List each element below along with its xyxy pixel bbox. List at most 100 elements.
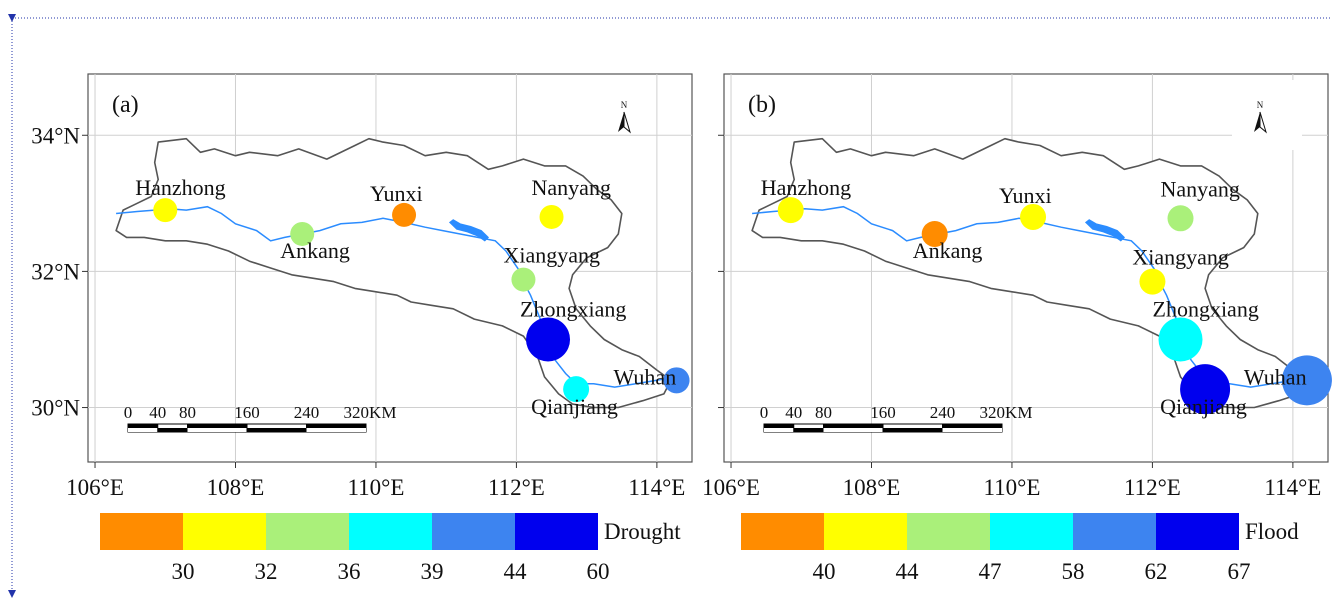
- scale-bar-label: 240: [930, 403, 956, 422]
- station-label: Wuhan: [614, 364, 677, 389]
- scale-bar-segment-lower: [157, 428, 188, 432]
- station-marker: [921, 220, 948, 247]
- legend-break-label: 30: [172, 559, 195, 584]
- lon-tick-label: 108°E: [207, 475, 265, 500]
- station-marker: [290, 221, 315, 246]
- station-label: Hanzhong: [135, 175, 225, 200]
- lon-tick-label: 114°E: [628, 475, 685, 500]
- scale-bar-segment-lower: [128, 428, 158, 432]
- legend-break-label: 32: [255, 559, 278, 584]
- reservoir: [1084, 219, 1126, 242]
- scale-bar-label: 40: [149, 403, 166, 422]
- station-marker: [1139, 268, 1166, 295]
- scale-bar-segment-lower: [247, 428, 307, 432]
- legend-title: Flood: [1245, 519, 1299, 544]
- lon-tick-label: 114°E: [1264, 475, 1321, 500]
- station-label: Qianjiang: [1160, 394, 1247, 419]
- station-marker: [563, 376, 590, 403]
- legend-swatch: [741, 513, 824, 550]
- scale-bar-label: 40: [785, 403, 802, 422]
- station-marker: [663, 367, 690, 394]
- station-label: Hanzhong: [761, 175, 851, 200]
- scale-bar-label: 0: [124, 403, 133, 422]
- station-label: Wuhan: [1244, 364, 1307, 389]
- lon-tick-label: 110°E: [348, 475, 405, 500]
- station-marker: [1158, 317, 1203, 362]
- station-label: Ankang: [913, 238, 983, 263]
- legend-swatch: [1073, 513, 1156, 550]
- legend-swatch: [432, 513, 515, 550]
- station-label: Yunxi: [370, 181, 423, 206]
- lat-tick-label: 32°N: [31, 259, 80, 284]
- legend-title: Drought: [604, 519, 681, 544]
- legend-break-label: 67: [1228, 559, 1251, 584]
- north-arrow-box: [1232, 80, 1302, 150]
- north-label: N: [621, 100, 628, 110]
- map-panel-a: 106°E 108°E 110°E 112°E 114°E 34°N 32°N 30°N (a)…: [31, 73, 693, 584]
- legend-swatch: [907, 513, 990, 550]
- north-arrow-half-icon: [623, 111, 631, 134]
- legend-break-label: 36: [338, 559, 361, 584]
- station-label: Zhongxiang: [520, 296, 626, 321]
- scale-bar-label: 160: [234, 403, 260, 422]
- scale-bar-segment-lower: [187, 428, 247, 432]
- legend-swatch: [1156, 513, 1239, 550]
- scale-bar-segment-lower: [764, 428, 794, 432]
- legend-break-label: 39: [421, 559, 444, 584]
- scale-bar-label: 240: [294, 403, 320, 422]
- station-marker: [777, 197, 804, 224]
- station-label: Qianjiang: [531, 394, 618, 419]
- legend-break-label: 60: [587, 559, 610, 584]
- scale-bar-segment-lower: [793, 428, 824, 432]
- panel-label: (b): [748, 92, 776, 118]
- scale-bar-segment-lower: [883, 428, 943, 432]
- panel-label: (a): [112, 92, 139, 118]
- legend-break-label: 44: [504, 559, 528, 584]
- scale-bar-label: 80: [815, 403, 832, 422]
- station-marker: [511, 267, 536, 292]
- scale-bar-segment-lower: [942, 428, 1002, 432]
- north-arrow-icon: [1254, 112, 1260, 132]
- station-marker: [1167, 205, 1194, 232]
- legend-swatch: [990, 513, 1073, 550]
- lat-tick-label: 30°N: [31, 396, 80, 421]
- legend-break-label: 62: [1145, 559, 1168, 584]
- station-marker: [1020, 203, 1047, 230]
- scale-bar-label: 160: [870, 403, 896, 422]
- station-marker: [526, 317, 571, 362]
- north-arrow-half-icon: [1259, 111, 1267, 134]
- lon-tick-label: 106°E: [66, 475, 124, 500]
- guide-marker-bottom-icon: [8, 590, 16, 598]
- station-label: Xiangyang: [1132, 245, 1229, 270]
- scale-bar-label: 0: [760, 403, 769, 422]
- lon-tick-label: 112°E: [1124, 475, 1181, 500]
- station-marker: [392, 202, 417, 227]
- legend-swatch: [349, 513, 432, 550]
- river-line: [116, 205, 675, 388]
- lon-tick-label: 110°E: [984, 475, 1041, 500]
- north-arrow-icon: [618, 112, 624, 132]
- legend-break-label: 44: [896, 559, 920, 584]
- station-label: Nanyang: [532, 175, 611, 200]
- scale-bar-label: 320KM: [344, 403, 397, 422]
- north-label: N: [1257, 100, 1264, 110]
- map-panel-b: 106°E 108°E 110°E 112°E 114°E (b) N 0 40 80 160 240…: [702, 73, 1332, 584]
- scale-bar-label: 320KM: [980, 403, 1033, 422]
- lon-tick-label: 108°E: [843, 475, 901, 500]
- legend-swatch: [266, 513, 349, 550]
- lon-tick-label: 106°E: [702, 475, 760, 500]
- station-label: Yunxi: [999, 183, 1052, 208]
- station-label: Zhongxiang: [1153, 296, 1259, 321]
- reservoir: [448, 219, 490, 242]
- scale-bar-segment-lower: [306, 428, 366, 432]
- legend-swatch: [515, 513, 598, 550]
- lon-tick-label: 112°E: [488, 475, 545, 500]
- legend-swatch: [183, 513, 266, 550]
- station-label: Xiangyang: [503, 243, 600, 268]
- legend-swatch: [824, 513, 907, 550]
- station-marker: [539, 204, 564, 229]
- legend-break-label: 58: [1062, 559, 1085, 584]
- station-marker: [1180, 364, 1231, 415]
- station-marker: [1281, 355, 1332, 406]
